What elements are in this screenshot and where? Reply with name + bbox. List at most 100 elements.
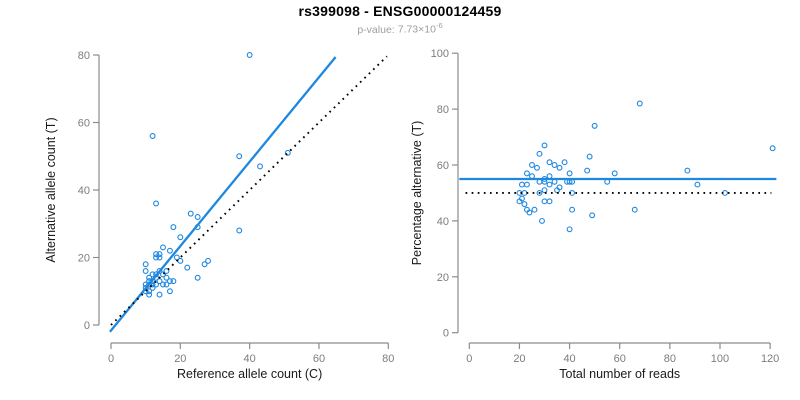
data-point — [769, 145, 776, 152]
data-point — [591, 122, 598, 129]
y-axis-title: Alternative allele count (T) — [44, 117, 58, 262]
x-tick-label: 60 — [313, 353, 325, 365]
data-point — [156, 291, 163, 298]
p-value-times: × — [418, 23, 425, 36]
data-point — [153, 200, 160, 207]
data-point — [146, 274, 153, 281]
data-point — [631, 206, 638, 213]
x-tick-label: 80 — [664, 353, 676, 365]
x-tick-label: 60 — [614, 353, 626, 365]
data-point — [539, 217, 545, 224]
data-point — [156, 254, 163, 261]
x-tick-label: 100 — [711, 353, 729, 365]
data-point — [153, 254, 160, 261]
data-point — [205, 257, 212, 264]
x-tick-label: 0 — [108, 353, 114, 365]
data-point — [149, 284, 156, 291]
p-value-label: p-value: — [357, 23, 395, 36]
data-point — [160, 281, 166, 288]
data-point — [257, 163, 264, 170]
data-point — [611, 170, 618, 177]
chart-title: rs399098 - ENSG00000124459 — [298, 3, 502, 19]
x-tick-label: 40 — [244, 353, 256, 365]
data-point — [589, 212, 596, 219]
y-tick-label: 40 — [78, 185, 90, 197]
data-point — [556, 164, 563, 171]
data-point — [236, 227, 243, 234]
data-point — [541, 187, 548, 194]
data-point — [187, 210, 194, 217]
p-value-base: 10 — [424, 23, 436, 36]
data-point — [518, 181, 525, 188]
data-point — [166, 288, 173, 295]
data-point — [166, 247, 173, 254]
y-axis-title: Percentage alternative (T) — [410, 121, 424, 266]
data-point — [284, 149, 291, 156]
y-tick-label: 60 — [437, 160, 449, 172]
data-point — [561, 159, 568, 166]
x-tick-label: 40 — [563, 353, 575, 365]
data-point — [146, 281, 153, 288]
p-value-exponent: -6 — [435, 21, 443, 30]
data-point — [173, 254, 180, 261]
y-tick-label: 100 — [431, 48, 449, 60]
x-axis-title: Total number of reads — [559, 367, 680, 381]
data-point — [146, 291, 153, 298]
data-point — [142, 268, 149, 274]
data-point — [536, 190, 543, 196]
data-point — [584, 167, 591, 174]
data-point — [194, 274, 201, 281]
data-point — [246, 52, 253, 58]
data-point — [194, 214, 201, 220]
data-point — [163, 274, 170, 281]
data-point — [156, 251, 163, 258]
data-point — [586, 153, 593, 160]
data-point — [153, 251, 160, 258]
x-tick-label: 20 — [174, 353, 186, 365]
data-point — [236, 153, 243, 160]
data-point — [184, 264, 191, 271]
data-point — [541, 198, 548, 205]
data-point — [170, 224, 177, 231]
data-point — [170, 278, 177, 285]
x-tick-label: 80 — [382, 353, 394, 365]
data-point — [521, 190, 528, 196]
data-point — [636, 100, 643, 107]
p-value-subtitle: p-value: 7.73×10-6 — [0, 21, 800, 36]
data-point — [163, 268, 170, 274]
data-point — [694, 181, 701, 188]
data-point — [177, 234, 184, 241]
data-point — [546, 198, 553, 205]
data-point — [546, 159, 553, 166]
regression-line — [109, 56, 337, 333]
p-value-mantissa: 7.73 — [397, 23, 419, 36]
data-point — [163, 281, 170, 288]
data-point — [534, 164, 540, 171]
data-point — [536, 150, 543, 157]
data-point — [160, 244, 166, 251]
data-point — [149, 133, 156, 139]
y-tick-label: 80 — [437, 104, 449, 116]
data-point — [541, 142, 548, 149]
data-point — [149, 271, 156, 278]
data-point — [166, 278, 173, 285]
data-point — [569, 206, 576, 213]
y-tick-label: 0 — [443, 328, 449, 340]
data-point — [524, 181, 530, 188]
data-point — [546, 181, 553, 188]
data-point — [684, 167, 691, 174]
data-point — [566, 170, 573, 177]
x-tick-label: 20 — [513, 353, 525, 365]
y-tick-label: 20 — [437, 272, 449, 284]
data-point — [142, 261, 149, 268]
data-point — [551, 162, 558, 168]
data-point — [521, 201, 528, 208]
identity-line — [110, 55, 388, 326]
data-point — [516, 198, 523, 205]
data-point — [201, 261, 208, 268]
data-point — [156, 268, 163, 274]
x-axis-title: Reference allele count (C) — [177, 367, 322, 381]
data-point — [524, 170, 530, 177]
y-tick-label: 20 — [78, 253, 90, 265]
